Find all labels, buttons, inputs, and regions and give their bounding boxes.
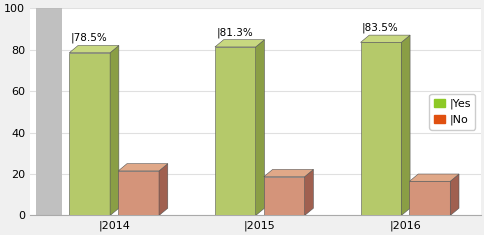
Bar — [360, 42, 400, 215]
Text: |81.3%: |81.3% — [216, 27, 253, 38]
Polygon shape — [263, 169, 313, 177]
Bar — [408, 181, 449, 215]
Bar — [214, 47, 255, 215]
Polygon shape — [36, 1, 71, 8]
Polygon shape — [360, 35, 409, 42]
Polygon shape — [159, 164, 167, 215]
Bar — [69, 53, 110, 215]
Polygon shape — [36, 8, 62, 215]
Bar — [263, 177, 304, 215]
Polygon shape — [118, 164, 167, 171]
Polygon shape — [214, 40, 264, 47]
Polygon shape — [255, 40, 264, 215]
Polygon shape — [400, 35, 409, 215]
Polygon shape — [69, 46, 119, 53]
Bar — [118, 171, 159, 215]
Text: |78.5%: |78.5% — [71, 33, 107, 43]
Polygon shape — [449, 174, 458, 215]
Polygon shape — [408, 174, 458, 181]
Text: |83.5%: |83.5% — [361, 23, 398, 33]
Polygon shape — [110, 46, 119, 215]
Legend: |Yes, |No: |Yes, |No — [428, 94, 474, 129]
Polygon shape — [304, 169, 313, 215]
